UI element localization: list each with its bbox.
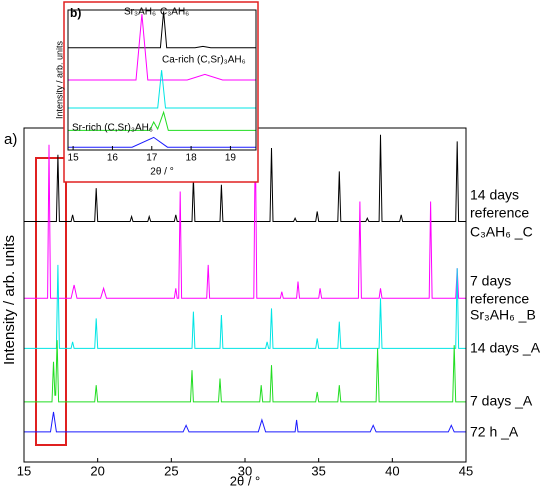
x-axis-label: 2θ / ° [230, 473, 261, 486]
series-label: 72 h _A [470, 424, 519, 440]
pattern-line [68, 110, 256, 131]
series-label: C₃AH₆ _C [470, 224, 533, 240]
x-tick-label: 25 [164, 463, 178, 478]
x-tick-label: 20 [90, 463, 104, 478]
plot-frame [67, 9, 257, 151]
series-label: 14 days _A [470, 340, 541, 356]
panel-label: a) [4, 131, 17, 148]
x-tick-label: 18 [186, 153, 198, 164]
panel-label: b) [70, 6, 81, 20]
series-label: reference [470, 291, 529, 307]
annotation: Ca-rich (C,Sr)₃AH₆ [162, 55, 246, 66]
x-tick-label: 15 [17, 463, 31, 478]
pattern-line [68, 11, 256, 49]
series-label: Sr₃AH₆ _B [470, 307, 536, 323]
x-axis-label: 2θ / ° [150, 167, 173, 178]
pattern-line [68, 70, 256, 109]
annotation: C₃AH₆ [160, 7, 189, 18]
x-tick-label: 15 [68, 153, 80, 164]
y-axis-label: Intensity / arb. units [1, 235, 18, 365]
pattern-line [68, 136, 256, 148]
series-label: reference [470, 205, 529, 221]
pattern-line [24, 134, 466, 222]
highlight-box [35, 157, 67, 446]
x-tick-label: 30 [238, 463, 252, 478]
pattern-line [24, 340, 466, 403]
pattern-line [68, 14, 256, 81]
x-tick-label: 17 [146, 153, 158, 164]
series-label: 7 days [470, 273, 511, 289]
annotation: Sr₃AH₆ [124, 7, 156, 18]
x-tick-label: 19 [225, 153, 237, 164]
x-tick-label: 45 [459, 463, 473, 478]
series-label: 7 days _A [470, 393, 533, 409]
x-tick-label: 35 [311, 463, 325, 478]
x-tick-label: 16 [107, 153, 119, 164]
inset-panel [63, 1, 259, 183]
y-axis-label: Intensity / arb. units [54, 40, 64, 119]
pattern-line [24, 411, 466, 433]
pattern-line [24, 264, 466, 349]
pattern-line [24, 131, 466, 299]
annotation: Sr-rich (C,Sr)₃AH₆ [72, 123, 153, 134]
x-tick-label: 40 [385, 463, 399, 478]
series-label: 14 days [470, 187, 519, 203]
